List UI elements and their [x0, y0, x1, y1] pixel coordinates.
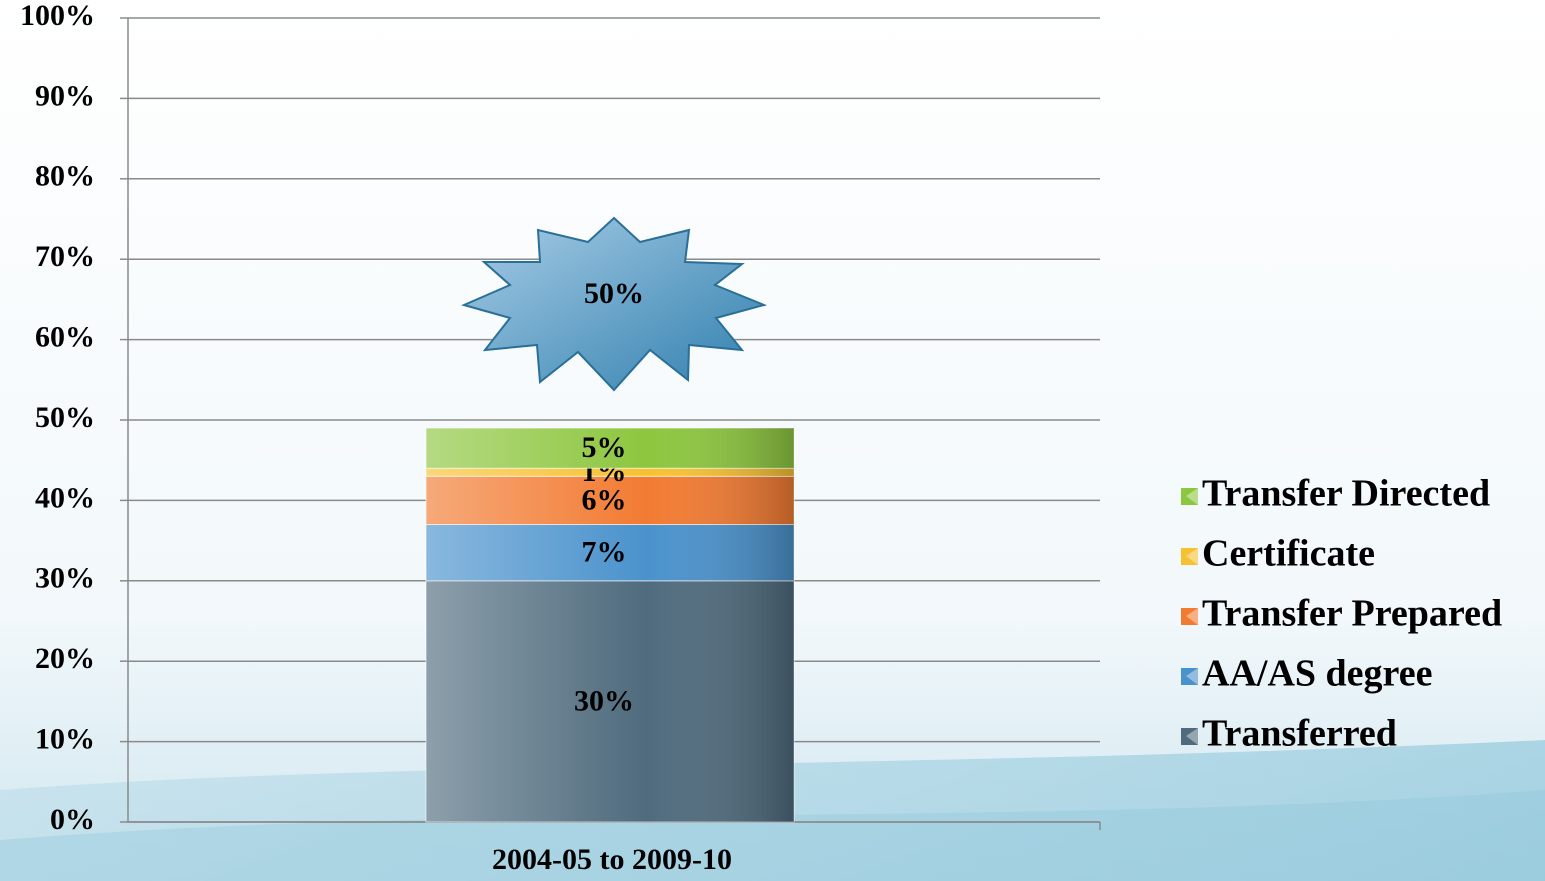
data-label: 30%: [574, 684, 634, 717]
legend-label: Transfer Directed: [1202, 473, 1490, 515]
legend-swatch: [1181, 488, 1198, 505]
y-tick-label: 50%: [35, 401, 95, 434]
y-tick-label: 40%: [35, 481, 95, 514]
legend-label: Certificate: [1202, 533, 1375, 575]
legend-label: AA/AS degree: [1202, 653, 1432, 695]
annotation: 50%: [584, 277, 644, 310]
y-tick-label: 80%: [35, 160, 95, 193]
legend-swatch-shade: [1186, 608, 1198, 625]
y-tick-label: 30%: [35, 562, 95, 595]
legend-swatch: [1181, 608, 1198, 625]
legend-swatch: [1181, 548, 1198, 565]
y-tick-label: 10%: [35, 722, 95, 755]
background-wave: [0, 790, 1545, 881]
y-tick-label: 70%: [35, 240, 95, 273]
data-label: 7%: [582, 536, 627, 569]
y-tick-label: 100%: [20, 0, 95, 32]
legend-swatch-shade: [1186, 488, 1198, 505]
legend-label: Transferred: [1202, 713, 1397, 755]
starburst: [461, 216, 768, 392]
legend-label: Transfer Prepared: [1202, 593, 1502, 635]
y-tick-label: 60%: [35, 320, 95, 353]
legend-swatch-shade: [1186, 728, 1198, 745]
data-label: 5%: [582, 431, 627, 464]
legend-swatch: [1181, 728, 1198, 745]
bar-shade: [426, 580, 794, 822]
bar-shade: [426, 476, 794, 525]
legend-swatch: [1181, 668, 1198, 685]
y-tick-label: 90%: [35, 79, 95, 112]
legend-swatch-shade: [1186, 548, 1198, 565]
data-label: 6%: [582, 483, 627, 516]
bar-shade: [426, 468, 794, 477]
y-tick-label: 20%: [35, 642, 95, 675]
bar-shade: [426, 524, 794, 581]
legend-swatch-shade: [1186, 668, 1198, 685]
bar-shade: [426, 428, 794, 469]
x-tick-label: 2004-05 to 2009-10: [492, 843, 732, 876]
y-tick-label: 0%: [50, 803, 95, 836]
